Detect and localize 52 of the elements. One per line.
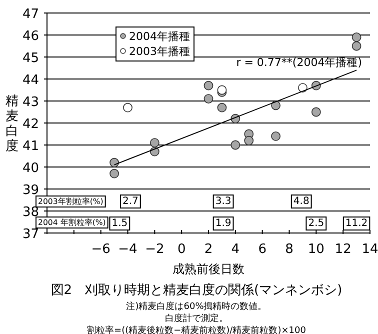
y-tick-label: 44 [22,73,39,88]
point [352,32,362,42]
point [110,158,119,168]
point [271,100,280,110]
point [217,85,227,95]
text: 白度計で測定。 [165,313,228,324]
x-tick-label: −2 [145,242,164,257]
y-tick-label: 40 [22,161,39,176]
annotation: 1.9 [215,218,232,229]
y-tick-label: 37 [22,227,39,242]
point [217,102,227,112]
point [150,138,160,148]
y-tick-label: 41 [22,139,39,154]
text: 図2 刈取り時期と精麦白度の関係(マンネンボシ) [50,282,342,298]
point [230,140,240,150]
x-tick-label: 8 [285,242,294,257]
point [271,132,280,141]
y-tick-label: 45 [22,51,39,66]
x-tick-label: 4 [231,242,240,257]
y-tick-label: 46 [22,29,39,44]
x-axis-title: 成熟前後日数 [172,262,244,276]
annotation: 3.3 [215,196,232,207]
text: 注)精麦白度は60%搗精時の数値。 [126,301,267,312]
x-tick-label: 14 [362,242,378,257]
point [311,107,321,117]
y-tick-label: 42 [22,117,39,132]
annotation: 4.8 [293,196,310,207]
legend-label: 2004年播種 [129,30,190,43]
x-tick-label: 2 [204,242,213,257]
point [204,80,214,90]
x-tick-label: 10 [308,242,324,257]
x-tick-label: −4 [118,242,138,257]
y-tick-label: 39 [22,183,39,198]
point [204,94,214,104]
y-tick-label: 47 [22,7,39,22]
annotation: 2.7 [122,196,138,207]
annotation: 11.2 [345,218,368,229]
point [244,136,254,146]
x-tick-label: 0 [177,242,186,257]
annotation: 2.5 [308,218,324,229]
y-tick-label: 43 [22,95,39,110]
legend-label: 2003年播種 [129,45,190,58]
text: 割粒率=((精麦後粒数−精麦前粒数)/精麦前粒数)×100 [87,325,306,334]
x-tick-label: −6 [91,242,110,257]
x-tick-label: 6 [258,242,266,257]
x-tick-label: 12 [334,242,352,257]
y-axis-title: 精麦白度 [6,94,18,154]
point [352,41,362,51]
y-tick-label: 38 [22,205,39,220]
annotation: r = 0.77**(2004年播種) [236,56,362,69]
annotation: 1.5 [112,218,128,229]
point [110,168,119,178]
